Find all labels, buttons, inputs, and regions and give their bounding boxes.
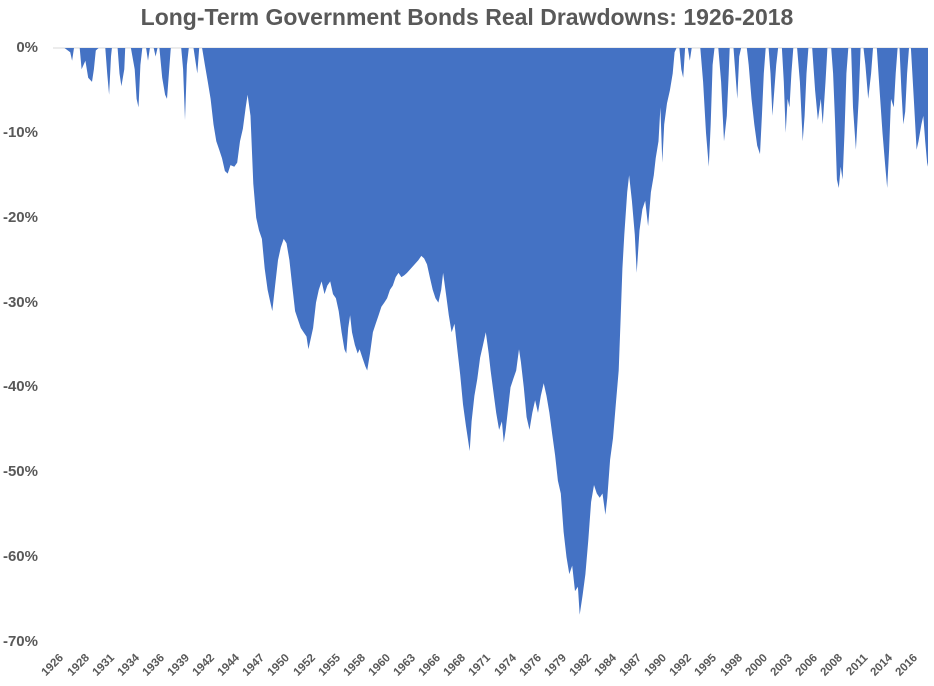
y-tick-label: 0% — [16, 39, 38, 56]
y-tick-label: -20% — [2, 208, 38, 226]
y-tick-label: -70% — [2, 633, 38, 650]
y-tick-label: -50% — [2, 463, 38, 481]
y-tick-label: -10% — [2, 123, 38, 141]
y-tick-label: -30% — [2, 293, 38, 311]
chart-title: Long-Term Government Bonds Real Drawdown… — [140, 4, 794, 30]
y-tick-label: -40% — [2, 378, 38, 396]
y-tick-label: -60% — [2, 548, 38, 566]
drawdown-area — [55, 48, 928, 615]
